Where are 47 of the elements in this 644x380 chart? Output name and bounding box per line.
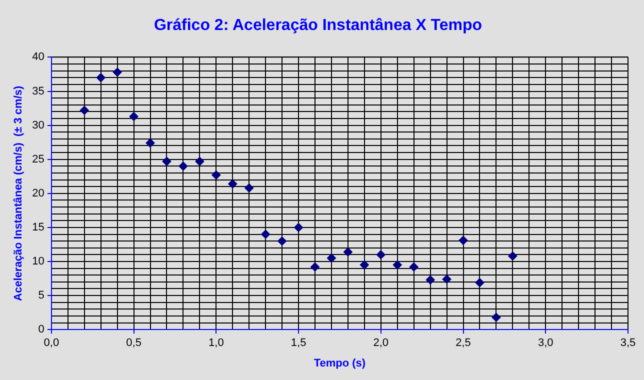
point [294,222,304,232]
y-tick-label: 5 [38,290,44,302]
point [376,250,386,260]
point [392,260,402,270]
point [212,170,221,180]
point [310,262,320,272]
point [508,252,518,261]
point [326,254,336,263]
point [178,162,188,171]
point [278,236,287,246]
x-tick-label: 1,5 [290,337,306,350]
point [426,275,435,284]
x-tick-label: 1,0 [208,337,224,350]
chart-title: Gráfico 2: Aceleração Instantânea X Tempo [154,17,482,34]
x-tick-label: 3,0 [538,337,554,350]
point [195,156,204,166]
point [146,138,155,148]
y-tick-label: 10 [32,256,44,268]
point [442,274,452,284]
point [112,68,122,77]
point [228,179,238,188]
point [80,106,89,115]
y-tick-label: 35 [32,85,44,98]
x-tick-label: 3,5 [620,337,636,350]
y-tick-label: 30 [32,119,44,132]
x-tick-label: 2,0 [373,337,389,350]
point [409,262,418,272]
point [360,260,369,270]
point [492,312,501,322]
y-tick-label: 0 [38,324,44,336]
point [343,247,352,256]
y-tick-label: 20 [32,187,44,200]
point [475,278,484,288]
x-tick-label: 0,5 [126,337,142,350]
y-tick-label: 25 [32,153,44,166]
point [129,112,138,121]
y-tick-label: 40 [32,51,44,64]
point [261,230,270,239]
y-tick-label: 15 [32,221,44,234]
point [458,236,468,245]
point [162,156,172,166]
point [244,183,254,192]
point [96,73,106,82]
x-axis-title: Tempo (s) [314,357,366,370]
x-tick-label: 2,5 [456,337,471,350]
x-tick-label: 0,0 [44,337,60,350]
y-axis-title: Aceleração Instantânea (cm/s) (± 3 cm/s) [12,86,25,301]
